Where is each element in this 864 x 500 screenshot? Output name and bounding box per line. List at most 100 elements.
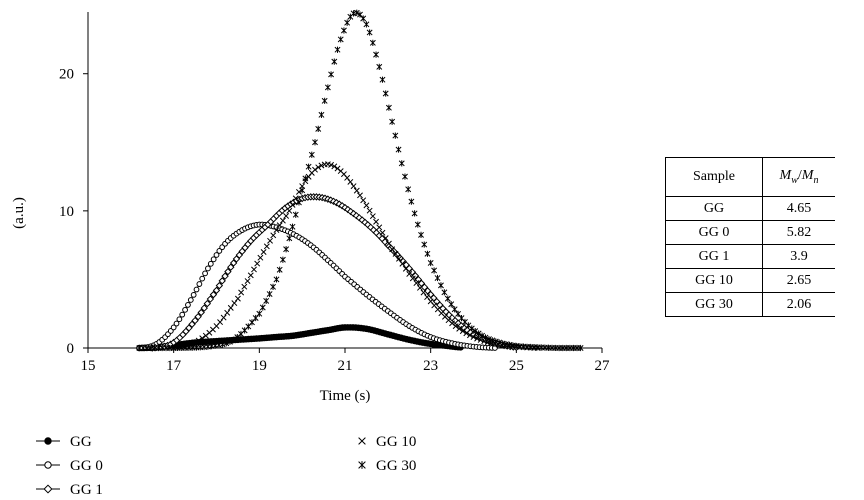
data-point — [286, 235, 293, 242]
table-row: GG 30 2.06 — [665, 292, 835, 317]
data-point — [337, 36, 344, 43]
legend-label: GG — [70, 434, 92, 450]
y-tick-label: 20 — [59, 67, 74, 83]
data-point — [234, 295, 241, 302]
data-point — [199, 275, 206, 282]
data-point — [263, 243, 270, 250]
data-point — [195, 337, 202, 344]
data-point — [420, 289, 427, 296]
data-point — [296, 188, 302, 195]
data-point — [218, 277, 226, 285]
data-point — [492, 338, 499, 345]
data-point — [187, 297, 194, 303]
legend-item: GG 10 — [358, 434, 416, 450]
table-row: GG 10 2.65 — [665, 268, 835, 293]
data-point — [312, 139, 318, 146]
table-cell-ratio: 5.82 — [762, 220, 835, 245]
data-point — [485, 335, 492, 343]
data-point — [220, 314, 227, 321]
data-point — [299, 187, 306, 194]
data-point — [434, 274, 441, 282]
data-point — [382, 90, 389, 97]
data-point — [194, 312, 202, 321]
data-point — [363, 21, 370, 28]
data-point — [448, 301, 455, 308]
data-point — [182, 306, 188, 313]
legend-marker — [44, 461, 52, 469]
data-point — [190, 292, 197, 298]
table-row: GG 0 5.82 — [665, 220, 835, 245]
data-point — [328, 71, 335, 78]
data-point — [369, 39, 376, 46]
y-axis-title: (a.u.) — [11, 197, 27, 229]
data-point — [402, 265, 409, 272]
legend-label: GG 10 — [376, 434, 416, 450]
chart-axes — [83, 12, 603, 353]
data-point — [209, 290, 218, 299]
data-point — [431, 267, 438, 274]
data-point — [267, 237, 273, 244]
data-point — [405, 186, 412, 193]
data-point — [176, 316, 183, 323]
data-point — [305, 163, 312, 170]
legend-marker — [358, 437, 366, 445]
data-point — [376, 224, 383, 231]
data-point — [292, 195, 299, 202]
data-point — [441, 289, 448, 296]
data-point — [437, 282, 444, 289]
data-point — [347, 178, 354, 185]
table-header-sample: Sample — [665, 157, 763, 197]
data-point — [283, 213, 290, 219]
data-point — [382, 235, 389, 242]
data-point — [328, 161, 335, 168]
chart-tick-labels: 15 17 19 21 23 25 27 0 10 20 — [59, 67, 610, 374]
data-point — [395, 146, 402, 153]
data-point — [216, 248, 223, 254]
x-tick-label: 19 — [252, 358, 267, 374]
data-point — [389, 246, 396, 253]
legend-marker — [44, 437, 52, 445]
data-point — [302, 175, 309, 182]
data-point — [193, 286, 200, 293]
data-point — [398, 160, 405, 167]
data-point — [247, 272, 254, 279]
data-point — [472, 328, 479, 335]
data-point — [444, 295, 451, 302]
data-point — [227, 304, 234, 311]
data-point — [455, 310, 462, 318]
data-point — [353, 9, 360, 16]
data-point — [414, 221, 421, 228]
data-point — [196, 281, 203, 287]
data-point — [344, 19, 351, 26]
data-point — [227, 263, 235, 271]
data-point — [276, 266, 283, 273]
data-point — [468, 325, 475, 332]
data-point — [484, 339, 491, 346]
legend-label: GG 30 — [376, 458, 416, 474]
table-row: GG 1 3.9 — [665, 244, 835, 269]
data-point — [260, 249, 267, 255]
data-point — [363, 202, 370, 209]
legend-item: GG 1 — [36, 482, 103, 498]
data-point — [312, 166, 318, 173]
x-tick-label: 17 — [166, 358, 182, 374]
table-cell-ratio: 2.65 — [762, 268, 835, 293]
data-point — [170, 324, 177, 331]
data-point — [451, 306, 458, 313]
data-point — [213, 252, 220, 258]
data-point — [229, 259, 238, 267]
table-cell-ratio: 4.65 — [762, 196, 835, 221]
data-point — [466, 332, 473, 339]
data-point — [321, 97, 328, 104]
data-point — [463, 330, 470, 337]
data-point — [318, 162, 325, 169]
legend-item: GG — [36, 434, 92, 450]
data-point — [459, 328, 466, 335]
data-point — [360, 197, 367, 204]
data-point — [366, 29, 373, 36]
data-point — [270, 232, 277, 239]
x-tick-label: 21 — [338, 358, 353, 374]
data-point — [414, 275, 423, 284]
legend-marker — [358, 461, 366, 469]
